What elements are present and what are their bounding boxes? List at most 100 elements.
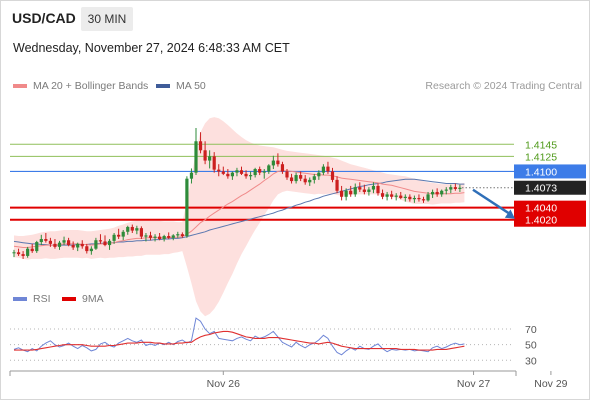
- candle: [308, 177, 312, 186]
- rsi-swatch: [13, 297, 27, 301]
- candle: [312, 173, 316, 184]
- candle-body: [35, 242, 39, 252]
- x-tick-label: Nov 29: [534, 378, 567, 390]
- candle-body: [94, 240, 98, 249]
- candle-body: [426, 194, 430, 201]
- candle: [221, 166, 225, 176]
- candle: [367, 187, 371, 196]
- candle-body: [217, 169, 221, 172]
- support-label: 1.4040: [525, 203, 557, 215]
- legend-rsi: RSI: [13, 293, 51, 305]
- research-credit: Research © 2024 Trading Central: [425, 80, 582, 92]
- candle: [85, 243, 89, 254]
- rsi-tick-label: 50: [525, 340, 537, 352]
- candle-body: [67, 240, 71, 246]
- candle-body: [349, 190, 353, 195]
- candle: [48, 237, 52, 247]
- candle: [326, 161, 330, 174]
- candle-body: [198, 141, 203, 151]
- candle-body: [89, 248, 93, 252]
- candle-body: [317, 172, 321, 177]
- candle: [426, 191, 430, 202]
- candle: [330, 167, 335, 183]
- candle-body: [294, 175, 298, 182]
- candle: [390, 190, 394, 200]
- candle: [98, 234, 103, 244]
- candle-body: [271, 160, 275, 166]
- legend-ma50: MA 50: [156, 80, 206, 92]
- candle: [253, 167, 257, 178]
- candle: [62, 236, 66, 246]
- candle: [444, 187, 448, 195]
- candle-body: [130, 226, 134, 231]
- candle: [144, 232, 148, 242]
- candle: [362, 184, 366, 195]
- candle-body: [335, 179, 339, 191]
- candle-body: [276, 160, 280, 165]
- legend-9ma: 9MA: [62, 293, 104, 305]
- candle: [80, 240, 84, 249]
- candle: [453, 183, 457, 191]
- candle: [239, 166, 244, 176]
- candle: [299, 171, 303, 182]
- candle-body: [148, 235, 153, 238]
- candle: [76, 242, 80, 252]
- candle: [267, 164, 271, 174]
- support-tag: [514, 212, 586, 227]
- candle: [162, 234, 166, 242]
- candle: [112, 232, 116, 244]
- candle: [226, 169, 230, 179]
- candle: [203, 141, 207, 165]
- candle: [189, 168, 194, 184]
- candle: [176, 231, 180, 238]
- candle-body: [176, 234, 180, 236]
- candle-body: [394, 195, 398, 197]
- candle: [121, 229, 125, 241]
- candle: [21, 251, 25, 259]
- candle: [208, 150, 212, 169]
- candle: [431, 189, 435, 198]
- candle: [26, 246, 30, 258]
- candle: [294, 172, 298, 184]
- projection-arrow-line: [472, 188, 512, 216]
- candle: [358, 182, 362, 192]
- resistance-label: 1.4145: [525, 139, 557, 151]
- candle-body: [48, 240, 52, 244]
- candle: [244, 170, 248, 179]
- ma9-legend-label: 9MA: [82, 293, 104, 305]
- candle: [198, 132, 203, 154]
- last-price-label: 1.4073: [525, 183, 557, 195]
- timestamp: Wednesday, November 27, 2024 6:48:33 AM …: [13, 41, 290, 55]
- candle-body: [362, 189, 366, 192]
- candle-body: [444, 189, 448, 191]
- candle: [440, 189, 444, 197]
- candle-body: [85, 246, 89, 252]
- candle: [89, 246, 93, 255]
- candle: [408, 194, 412, 202]
- legend-ma20: MA 20 + Bollinger Bands: [13, 80, 148, 92]
- candle: [44, 232, 48, 243]
- candle: [458, 184, 462, 192]
- pivot-tag: [514, 164, 586, 179]
- candle-body: [408, 196, 412, 200]
- candle-body: [107, 240, 112, 246]
- candle-body: [249, 175, 253, 177]
- timeframe-button[interactable]: 30 MIN: [81, 7, 133, 31]
- candle-body: [449, 187, 453, 190]
- candle-body: [258, 169, 262, 173]
- candle-body: [458, 187, 462, 189]
- candle-body: [431, 191, 435, 195]
- candle-body: [21, 254, 25, 256]
- candle: [380, 189, 385, 200]
- candle: [340, 185, 344, 201]
- candle: [107, 239, 112, 250]
- instrument-title: USD/CAD: [12, 10, 76, 26]
- candle-body: [144, 235, 148, 237]
- ma20-swatch: [13, 84, 27, 88]
- candle: [117, 228, 121, 240]
- candle: [71, 241, 75, 250]
- candle-body: [390, 194, 394, 197]
- candle-body: [221, 171, 225, 174]
- candle-body: [376, 185, 380, 194]
